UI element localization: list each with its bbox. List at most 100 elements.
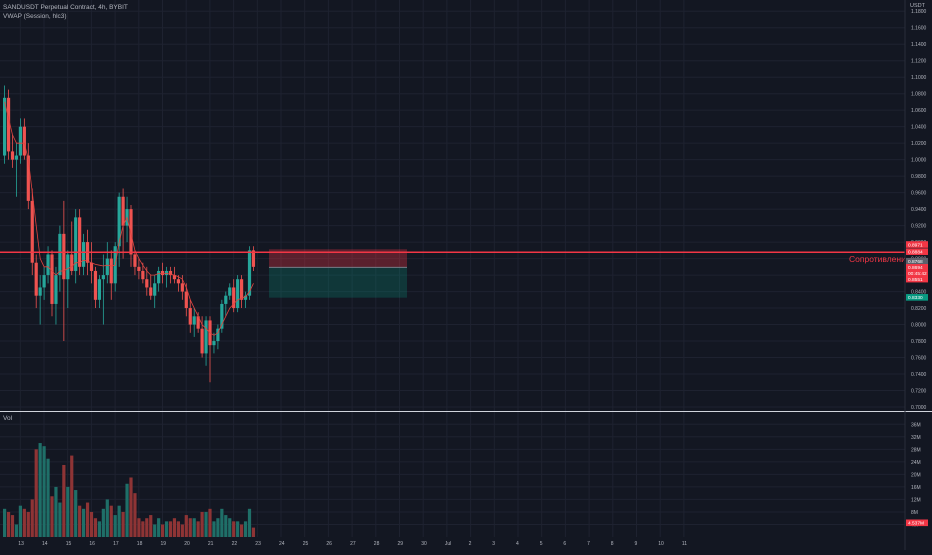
volume-bar xyxy=(228,518,231,537)
candle-body xyxy=(90,263,93,271)
time-tick-label: 3 xyxy=(492,541,495,547)
volume-bar xyxy=(86,503,89,537)
price-tick-label: 1.1800 xyxy=(911,9,927,15)
time-tick-label: 20 xyxy=(184,541,190,547)
candle-body xyxy=(62,234,65,279)
time-tick-label: 16 xyxy=(89,541,95,547)
candle-body xyxy=(58,234,61,275)
price-tick-label: 1.1600 xyxy=(911,26,927,32)
volume-bar xyxy=(118,506,121,537)
volume-bar xyxy=(252,528,255,537)
candle-body xyxy=(78,217,81,266)
volume-bar xyxy=(125,484,128,537)
time-tick-label: 6 xyxy=(563,541,566,547)
price-tick-label: 1.0400 xyxy=(911,125,927,131)
time-tick-label: 8 xyxy=(611,541,614,547)
volume-bar xyxy=(58,503,61,537)
time-tick-label: 18 xyxy=(137,541,143,547)
volume-bar xyxy=(106,499,109,537)
candle-body xyxy=(31,201,34,263)
time-tick-label: 22 xyxy=(232,541,238,547)
volume-bar xyxy=(212,521,215,537)
volume-bar xyxy=(137,518,140,537)
price-tick-label: 1.1000 xyxy=(911,75,927,81)
volume-tick-label: 12M xyxy=(911,497,921,503)
candle-body xyxy=(39,287,42,295)
candle-body xyxy=(106,259,109,275)
volume-bar xyxy=(169,521,172,537)
volume-bar xyxy=(232,521,235,537)
volume-tick-label: 36M xyxy=(911,422,921,428)
volume-bar xyxy=(208,509,211,537)
volume-bar xyxy=(133,493,136,537)
volume-bar xyxy=(193,518,196,537)
volume-bar xyxy=(46,459,49,537)
volume-bar xyxy=(129,478,132,538)
volume-bar xyxy=(204,512,207,537)
time-tick-label: 2 xyxy=(469,541,472,547)
candle-body xyxy=(228,287,231,295)
price-label-text: 0.8551 xyxy=(908,277,923,283)
volume-bar xyxy=(94,518,97,537)
volume-bar xyxy=(201,512,204,537)
volume-bar xyxy=(236,521,239,537)
candle-body xyxy=(181,283,184,291)
volume-bar xyxy=(54,487,57,537)
volume-bar xyxy=(90,512,93,537)
candle-body xyxy=(122,197,125,226)
volume-bar xyxy=(110,506,113,537)
candle-body xyxy=(98,279,101,300)
time-tick-label: 7 xyxy=(587,541,590,547)
candle-body xyxy=(82,242,85,267)
candle-body xyxy=(137,267,140,271)
price-tick-label: 0.8200 xyxy=(911,306,927,312)
candle-body xyxy=(11,151,14,159)
volume-label-text: 4.537M xyxy=(908,521,924,527)
volume-tick-label: 20M xyxy=(911,472,921,478)
vwap-legend[interactable]: VWAP (Session, hlc3) xyxy=(3,12,67,21)
candle-body xyxy=(54,275,57,304)
time-tick-label: 30 xyxy=(421,541,427,547)
volume-bar xyxy=(173,518,176,537)
time-tick-label: 25 xyxy=(303,541,309,547)
price-tick-label: 0.9200 xyxy=(911,224,927,230)
volume-bar xyxy=(220,509,223,537)
volume-bar xyxy=(3,509,6,537)
time-tick-label: 28 xyxy=(374,541,380,547)
volume-bar xyxy=(122,512,125,537)
candle-body xyxy=(102,275,105,279)
candle-body xyxy=(46,254,49,275)
volume-bar xyxy=(161,524,164,537)
volume-legend[interactable]: Vol xyxy=(3,414,12,423)
price-label-text: 0.8971 xyxy=(908,242,923,248)
time-tick-label: 17 xyxy=(113,541,119,547)
price-tick-label: 0.9800 xyxy=(911,174,927,180)
time-tick-label: 4 xyxy=(516,541,519,547)
volume-bar xyxy=(35,449,38,537)
candle-body xyxy=(133,254,136,266)
candle-body xyxy=(19,127,22,156)
time-tick-label: 19 xyxy=(161,541,167,547)
time-tick-label: 27 xyxy=(350,541,356,547)
time-tick-label: 11 xyxy=(682,541,687,547)
volume-bar xyxy=(224,515,227,537)
price-tick-label: 1.0200 xyxy=(911,141,927,147)
symbol-legend[interactable]: SANDUSDT Perpetual Contract, 4h, BYBIT xyxy=(3,3,128,12)
price-label-text: 0.8330 xyxy=(908,295,923,301)
price-axis-unit: USDT xyxy=(910,3,926,9)
time-tick-label: 10 xyxy=(658,541,664,547)
volume-bar xyxy=(145,518,148,537)
price-tick-label: 1.0600 xyxy=(911,108,927,114)
time-tick-label: 23 xyxy=(255,541,261,547)
volume-bar xyxy=(70,456,73,537)
position-tool[interactable] xyxy=(269,249,407,297)
volume-bar xyxy=(78,506,81,537)
price-tick-label: 0.7200 xyxy=(911,389,927,395)
volume-tick-label: 16M xyxy=(911,485,921,491)
price-tick-label: 0.7400 xyxy=(911,372,927,378)
time-tick-label: 9 xyxy=(635,541,638,547)
volume-bar xyxy=(102,509,105,537)
volume-bar xyxy=(82,509,85,537)
